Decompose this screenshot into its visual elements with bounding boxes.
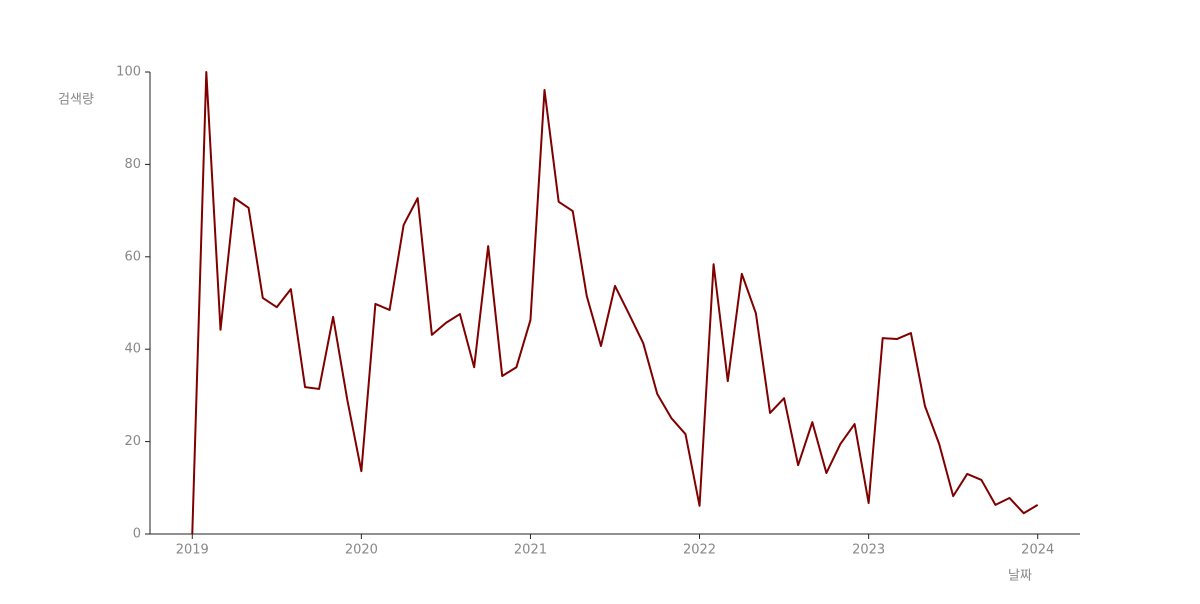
y-tick-label: 0 bbox=[133, 527, 141, 542]
x-tick-label: 2021 bbox=[514, 543, 547, 558]
y-axis-label: 검색량 bbox=[58, 93, 94, 108]
line bbox=[191, 71, 1039, 535]
y-tick-label: 40 bbox=[124, 342, 141, 357]
x-axis-label: 날짜 bbox=[1008, 569, 1032, 584]
x-tick-label: 2019 bbox=[176, 543, 209, 558]
y-tick-label: 80 bbox=[124, 157, 141, 172]
x-tick-label: 2022 bbox=[683, 543, 716, 558]
x-tick-label: 2023 bbox=[852, 543, 885, 558]
y-tick-label: 100 bbox=[116, 65, 141, 80]
y-tick-label: 60 bbox=[124, 249, 141, 264]
x-tick-label: 2020 bbox=[345, 543, 378, 558]
y-tick-label: 20 bbox=[124, 434, 141, 449]
x-tick-label: 2024 bbox=[1021, 543, 1054, 558]
